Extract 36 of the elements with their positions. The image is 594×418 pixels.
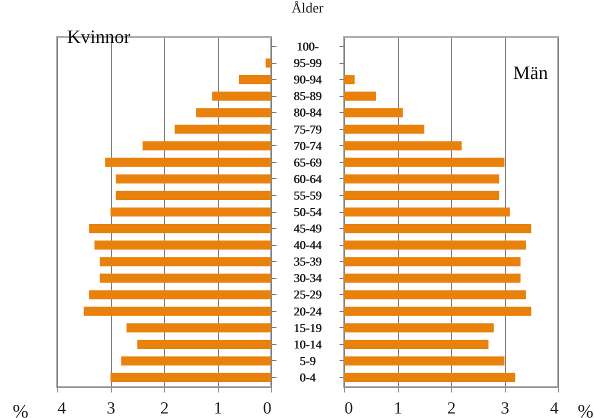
x-tick-label: 3 <box>500 398 510 418</box>
y-tick-label: 30-34 <box>294 271 322 286</box>
y-tick-label: 70-74 <box>294 138 322 153</box>
y-tick-label: 25-29 <box>294 288 322 302</box>
y-tick-label: 20-24 <box>294 304 322 318</box>
y-tick-label: 50-54 <box>294 205 322 219</box>
x-tick-label: 4 <box>550 398 559 418</box>
x-tick-label: 2 <box>447 398 456 418</box>
y-tick-label: 45-49 <box>294 222 322 236</box>
y-tick-label: 95-99 <box>294 56 322 70</box>
x-tick-label: 4 <box>58 398 66 418</box>
y-tick-label: 85-89 <box>294 89 322 104</box>
x-axis-title: % <box>12 402 29 418</box>
y-tick-label: 55-59 <box>294 188 322 202</box>
y-tick-label: 60-64 <box>294 172 322 186</box>
y-axis-title: Ålder <box>292 0 324 16</box>
y-tick-label: 75-79 <box>294 122 322 136</box>
x-tick-label: 2 <box>160 398 169 418</box>
x-tick-label: 0 <box>344 398 353 418</box>
y-tick-label: 80-84 <box>294 106 322 120</box>
x-tick-label: 1 <box>394 398 402 418</box>
chart-title: Kvinnor <box>67 27 131 48</box>
x-axis-title: % <box>578 402 594 418</box>
y-tick-label: 5-9 <box>300 354 316 368</box>
x-tick-label: 1 <box>214 398 222 418</box>
y-tick-label: 15-19 <box>294 320 322 335</box>
x-tick-label: 0 <box>263 398 272 418</box>
y-tick-label: 100- <box>297 40 319 54</box>
y-tick-label: 40-44 <box>294 238 322 252</box>
y-tick-label: 90-94 <box>294 72 322 87</box>
y-tick-label: 0-4 <box>300 370 316 384</box>
y-tick-label: 35-39 <box>294 254 322 269</box>
y-tick-label: 65-69 <box>294 155 322 170</box>
x-tick-label: 3 <box>106 398 116 418</box>
text: Män <box>513 63 548 84</box>
y-tick-label: 10-14 <box>294 337 322 352</box>
